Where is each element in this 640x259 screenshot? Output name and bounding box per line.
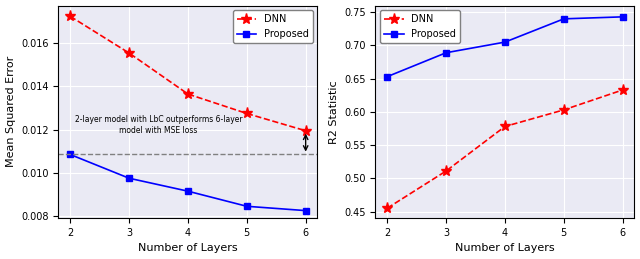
X-axis label: Number of Layers: Number of Layers (455, 243, 555, 254)
Legend: DNN, Proposed: DNN, Proposed (233, 10, 312, 43)
Legend: DNN, Proposed: DNN, Proposed (380, 10, 460, 43)
Text: model with MSE loss: model with MSE loss (119, 126, 198, 135)
Proposed (67, 153, 74, 156)
Proposed (184, 190, 192, 193)
DNN (501, 125, 509, 128)
Proposed (383, 75, 391, 78)
DNN (442, 169, 450, 172)
Proposed (125, 177, 133, 180)
Line: Proposed: Proposed (67, 151, 309, 214)
Proposed (501, 41, 509, 44)
Proposed (619, 15, 627, 18)
DNN (302, 129, 310, 132)
DNN (243, 112, 251, 115)
DNN (383, 207, 391, 210)
Proposed (560, 17, 568, 20)
X-axis label: Number of Layers: Number of Layers (138, 243, 238, 254)
Line: DNN: DNN (381, 84, 628, 214)
Line: Proposed: Proposed (384, 13, 626, 80)
DNN (560, 108, 568, 111)
Text: 2-layer model with LbC outperforms 6-layer: 2-layer model with LbC outperforms 6-lay… (75, 115, 243, 124)
Proposed (442, 51, 450, 54)
DNN (619, 88, 627, 91)
DNN (125, 52, 133, 55)
Y-axis label: R2 Statistic: R2 Statistic (328, 80, 339, 144)
Line: DNN: DNN (65, 11, 311, 136)
Proposed (243, 205, 251, 208)
DNN (67, 15, 74, 18)
Proposed (302, 209, 310, 212)
DNN (184, 92, 192, 96)
Y-axis label: Mean Squared Error: Mean Squared Error (6, 56, 15, 168)
